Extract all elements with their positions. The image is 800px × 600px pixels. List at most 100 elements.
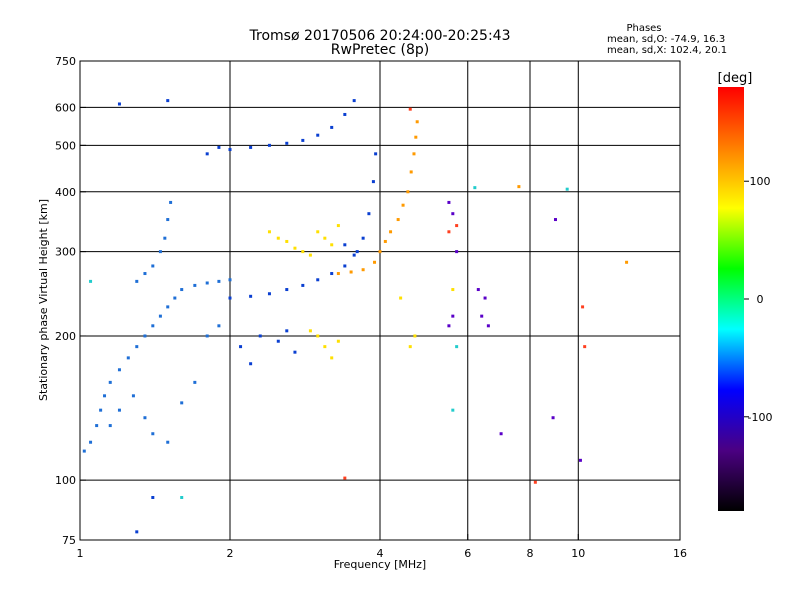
data-point [258, 334, 262, 338]
data-point [413, 334, 417, 338]
grid-lines [80, 61, 680, 540]
data-point [330, 356, 334, 360]
data-point [447, 200, 451, 204]
data-point [308, 329, 312, 333]
data-point [451, 314, 455, 318]
data-point [323, 345, 327, 349]
data-point [163, 236, 167, 240]
data-point [143, 334, 147, 338]
data-point [401, 203, 405, 207]
x-tick-label: 1 [77, 547, 84, 560]
data-point [483, 296, 487, 300]
data-point [205, 281, 209, 285]
y-axis-ticks: 75 100 200 300 400 500 600 750 [55, 55, 86, 547]
data-point [228, 148, 232, 152]
data-point [151, 264, 155, 268]
data-point [285, 141, 289, 145]
data-point [499, 432, 503, 436]
y-tick-label: 75 [62, 534, 76, 547]
y-tick-label: 100 [55, 474, 76, 487]
data-point [455, 224, 459, 228]
data-point [336, 272, 340, 276]
data-point [480, 314, 484, 318]
data-point [578, 458, 582, 462]
chart-subtitle: RwPretec (8p) [331, 42, 429, 58]
data-point [581, 305, 585, 309]
x-tick-label: 16 [673, 547, 687, 560]
data-point [408, 107, 412, 111]
x-tick-label: 10 [571, 547, 585, 560]
data-point [447, 324, 451, 328]
data-point [343, 476, 347, 480]
data-point [625, 260, 629, 264]
data-point [565, 187, 569, 191]
data-point [117, 102, 121, 106]
data-point [451, 288, 455, 292]
data-point [135, 279, 139, 283]
data-point [378, 250, 382, 254]
data-point [217, 145, 221, 149]
data-point [415, 120, 419, 124]
data-point [330, 272, 334, 276]
data-point [336, 224, 340, 228]
y-axis-label: Stationary phase Virtual Height [km] [37, 199, 50, 401]
data-point [217, 324, 221, 328]
chart-title: Tromsø 20170506 20:24:00-20:25:43 [249, 28, 511, 44]
data-points [82, 99, 629, 534]
colorbar-ticks: 100 0 -100 [744, 175, 772, 424]
x-tick-label: 4 [377, 547, 384, 560]
data-point [228, 296, 232, 300]
data-point [89, 440, 93, 444]
data-point [343, 112, 347, 116]
data-point [330, 243, 334, 247]
x-axis-label: Frequency [MHz] [334, 558, 426, 571]
data-point [285, 288, 289, 292]
data-point [323, 236, 327, 240]
data-point [166, 99, 170, 103]
data-point [293, 350, 297, 354]
data-point [205, 152, 209, 156]
data-point [151, 432, 155, 436]
data-point [455, 345, 459, 349]
data-point [451, 408, 455, 412]
data-point [352, 99, 356, 103]
data-point [316, 133, 320, 137]
data-point [276, 236, 280, 240]
data-point [336, 339, 340, 343]
data-point [267, 230, 271, 234]
data-point [117, 368, 121, 372]
data-point [373, 260, 377, 264]
data-point [349, 270, 353, 274]
data-point [455, 250, 459, 254]
y-tick-label: 750 [55, 55, 76, 68]
data-point [408, 345, 412, 349]
data-point [533, 480, 537, 484]
data-point [517, 185, 521, 189]
data-point [409, 170, 413, 174]
data-point [131, 394, 135, 398]
data-point [343, 243, 347, 247]
x-tick-label: 6 [464, 547, 471, 560]
data-point [316, 334, 320, 338]
data-point [205, 334, 209, 338]
data-point [316, 230, 320, 234]
data-point [180, 288, 184, 292]
data-point [117, 408, 121, 412]
phases-mean-o: mean, sd,O: -74.9, 16.3 [607, 34, 725, 45]
data-point [316, 278, 320, 282]
data-point [249, 145, 253, 149]
data-point [99, 408, 103, 412]
data-point [180, 495, 184, 499]
data-point [82, 449, 86, 453]
y-tick-label: 500 [55, 139, 76, 152]
data-point [166, 305, 170, 309]
x-tick-label: 8 [527, 547, 534, 560]
data-point [151, 495, 155, 499]
data-point [108, 424, 112, 428]
data-point [166, 440, 170, 444]
data-point [399, 296, 403, 300]
data-point [249, 294, 253, 298]
data-point [412, 152, 416, 156]
data-point [367, 212, 371, 216]
data-point [301, 250, 305, 254]
